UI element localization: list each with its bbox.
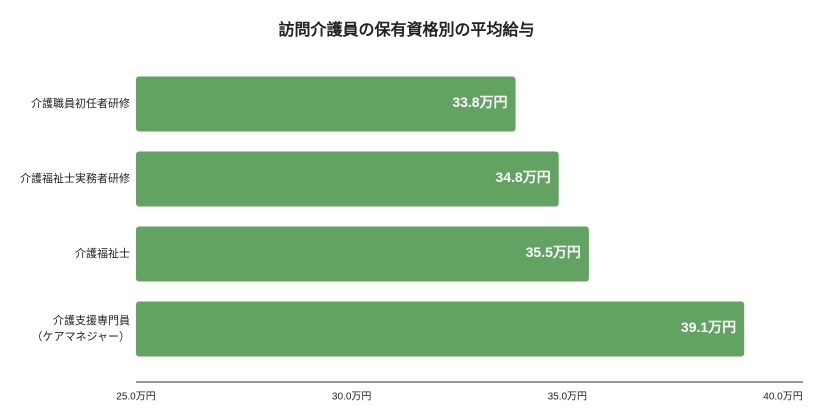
- value-label: 39.1万円: [681, 319, 736, 335]
- bar: [136, 151, 559, 207]
- chart-title: 訪問介護員の保有資格別の平均給与: [278, 22, 535, 39]
- y-tick-label: 介護福祉士実務者研修: [20, 172, 130, 185]
- value-label: 35.5万円: [526, 244, 581, 260]
- y-tick-label: 介護福祉士: [75, 247, 130, 260]
- bar: [136, 226, 589, 282]
- bar: [136, 76, 516, 132]
- bar: [136, 301, 745, 357]
- y-tick-label: 介護職員初任者研修: [31, 97, 130, 110]
- x-tick-label: 40.0万円: [763, 392, 802, 403]
- x-tick-label: 30.0万円: [332, 392, 371, 403]
- x-tick-label: 35.0万円: [548, 392, 587, 403]
- x-tick-label: 25.0万円: [116, 392, 155, 403]
- value-label: 33.8万円: [452, 94, 507, 110]
- y-tick-label: 介護支援専門員 （ケアマネジャー）: [31, 314, 130, 343]
- value-label: 34.8万円: [495, 169, 550, 185]
